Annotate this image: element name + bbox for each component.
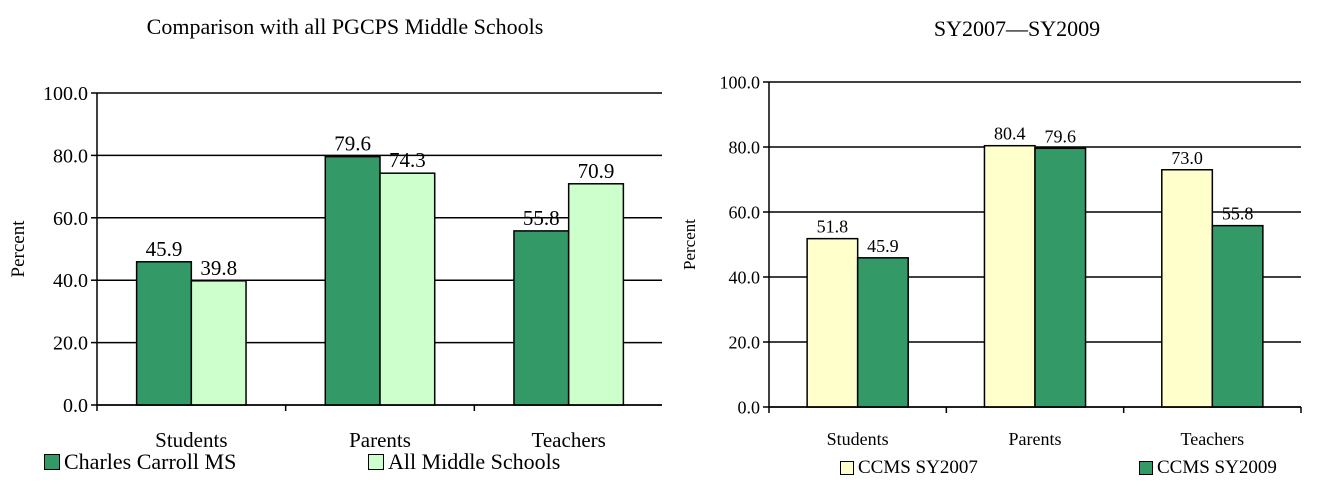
bar-chart-plot: 0.0 20.0 40.0 60.0 80.0 100.0 51.8 45.9 Students… (680, 72, 1302, 449)
y-tick-label: 0.0 (63, 395, 88, 417)
chart-title: SY2007—SY2009 (933, 16, 1101, 41)
x-category-label: Students (155, 428, 227, 452)
data-label: 80.4 (994, 124, 1026, 144)
chart-sy2007-sy2009: SY2007—SY2009 0.0 20.0 40.0 60.0 80.0 100.0 51… (662, 0, 1324, 500)
y-tick-label: 40.0 (729, 267, 761, 287)
y-tick-label: 60.0 (729, 202, 761, 222)
y-tick-label: 20.0 (53, 333, 88, 355)
bar-ccms-sy2007-teachers (1161, 169, 1214, 408)
y-tick-label: 60.0 (53, 208, 88, 230)
y-tick-label: 0.0 (738, 397, 761, 417)
data-label: 73.0 (1171, 148, 1203, 168)
legend-item-all-middle-schools: All Middle Schools (368, 449, 560, 475)
bar-all-middle-schools-teachers (567, 183, 625, 406)
x-category-label: Teachers (1180, 429, 1244, 449)
legend-label: CCMS SY2009 (1157, 457, 1277, 478)
x-category-label: Teachers (532, 428, 606, 452)
bar-chart-plot: 0.0 20.0 40.0 60.0 80.0 100.0 45.9 39.8 Students… (8, 83, 662, 452)
legend-swatch (840, 461, 854, 475)
legend-item-ccms-sy2009: CCMS SY2009 (1139, 457, 1277, 479)
data-label: 45.9 (146, 237, 183, 261)
data-label: 79.6 (1045, 126, 1077, 146)
legend-item-charles-carroll: Charles Carroll MS (44, 449, 236, 475)
bar-all-middle-schools-students (190, 280, 247, 406)
data-label: 70.9 (578, 159, 615, 183)
bar-charles-carroll-ms-teachers (513, 230, 570, 406)
bar-ccms-sy2009-students (856, 257, 909, 408)
y-tick-label: 20.0 (729, 332, 761, 352)
y-tick-label: 100.0 (720, 72, 761, 92)
legend-swatch (44, 454, 60, 470)
y-axis-label: Percent (680, 219, 699, 270)
bar-ccms-sy2007-students (806, 237, 859, 408)
x-category-label: Parents (1009, 429, 1062, 449)
x-category-label: Parents (349, 428, 411, 452)
bar-all-middle-schools-parents (379, 172, 436, 406)
data-label: 51.8 (817, 217, 849, 237)
data-label: 74.3 (389, 148, 426, 172)
y-axis-label: Percent (8, 220, 29, 278)
data-label: 79.6 (334, 132, 371, 156)
y-tick-label: 80.0 (729, 137, 761, 157)
y-tick-label: 100.0 (43, 83, 88, 105)
bar-ccms-sy2009-parents (1034, 147, 1087, 408)
data-label: 55.8 (523, 206, 560, 230)
legend-swatch (1139, 461, 1153, 475)
data-label: 39.8 (200, 256, 237, 280)
legend-swatch (368, 454, 384, 470)
bar-charles-carroll-ms-students (135, 261, 193, 406)
bar-ccms-sy2009-teachers (1211, 224, 1264, 408)
chart-title: Comparison with all PGCPS Middle Schools (146, 14, 544, 39)
bar-ccms-sy2007-parents (983, 144, 1036, 408)
legend-label: Charles Carroll MS (64, 449, 237, 474)
x-category-label: Students (827, 429, 889, 449)
legend-item-ccms-sy2007: CCMS SY2007 (840, 457, 978, 479)
data-label: 55.8 (1222, 204, 1254, 224)
y-tick-label: 40.0 (53, 270, 88, 292)
legend-label: All Middle Schools (388, 449, 561, 474)
data-label: 45.9 (867, 236, 899, 256)
y-tick-label: 80.0 (53, 145, 88, 167)
bar-charles-carroll-ms-parents (324, 155, 381, 406)
legend-label: CCMS SY2007 (858, 457, 978, 478)
chart-comparison-middle-schools: Comparison with all PGCPS Middle Schools… (8, 14, 662, 475)
